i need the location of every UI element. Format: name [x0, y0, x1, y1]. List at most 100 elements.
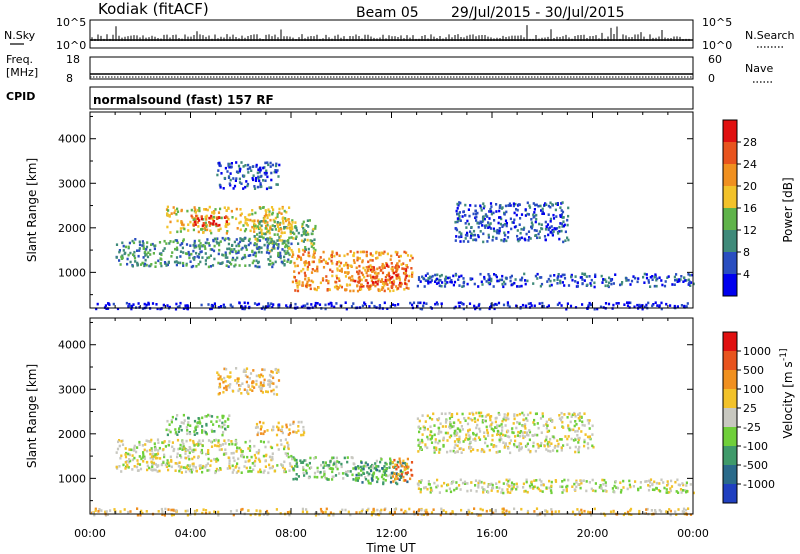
echo-cell: [359, 285, 362, 289]
echo-cell: [314, 227, 317, 230]
echo-cell: [119, 510, 122, 513]
echo-cell: [440, 484, 443, 488]
echo-cell: [405, 264, 408, 267]
echo-cell: [192, 264, 195, 268]
echo-cell: [518, 431, 521, 435]
echo-cell: [188, 451, 191, 455]
echo-cell: [272, 218, 275, 222]
echo-cell: [513, 483, 516, 486]
echo-cell: [262, 454, 265, 458]
echo-cell: [591, 424, 594, 428]
echo-cell: [295, 226, 298, 230]
echo-cell: [198, 252, 201, 256]
echo-cell: [254, 238, 257, 241]
echo-cell: [371, 259, 374, 262]
echo-cell: [636, 280, 639, 284]
echo-cell: [259, 182, 262, 185]
echo-cell: [207, 265, 210, 269]
colorbar-tick-label: -100: [743, 440, 768, 453]
echo-cell: [222, 390, 225, 394]
echo-cell: [343, 456, 346, 460]
echo-cell: [206, 451, 210, 454]
echo-cell: [451, 425, 454, 428]
echo-cell: [338, 279, 341, 282]
echo-cell: [629, 301, 632, 305]
echo-cell: [571, 510, 575, 514]
echo-cell: [396, 251, 399, 254]
echo-cell: [166, 213, 169, 217]
echo-cell: [163, 261, 167, 264]
echo-cell: [404, 278, 407, 282]
echo-cell: [259, 470, 262, 474]
echo-cell: [335, 456, 338, 460]
echo-cell: [395, 477, 398, 480]
echo-cell: [184, 304, 187, 307]
echo-cell: [285, 454, 289, 457]
echo-cell: [145, 253, 148, 256]
echo-cell: [494, 417, 497, 420]
echo-cell: [95, 307, 98, 311]
echo-cell: [274, 367, 277, 371]
echo-cell: [547, 277, 550, 281]
echo-cell: [464, 214, 467, 217]
echo-cell: [511, 431, 514, 434]
echo-cell: [402, 459, 405, 463]
echo-cell: [199, 464, 202, 467]
echo-cell: [227, 265, 230, 268]
echo-cell: [549, 274, 552, 278]
echo-cell: [604, 481, 607, 484]
echo-cell: [630, 513, 633, 516]
echo-cell: [515, 482, 518, 486]
echo-cell: [168, 242, 171, 245]
echo-cell: [222, 303, 225, 307]
echo-cell: [519, 430, 523, 433]
echo-cell: [487, 221, 490, 224]
echo-cell: [538, 478, 541, 482]
echo-cell: [428, 416, 432, 420]
echo-cell: [590, 284, 593, 287]
echo-cell: [205, 432, 208, 436]
echo-cell: [220, 172, 223, 175]
echo-cell: [251, 385, 254, 388]
echo-cell: [210, 216, 213, 220]
echo-cell: [426, 272, 429, 275]
echo-cell: [209, 229, 212, 233]
colorbar-swatch: [723, 120, 737, 142]
echo-cell: [548, 440, 551, 444]
echo-cell: [490, 489, 493, 492]
echo-cell: [426, 414, 429, 418]
echo-cell: [682, 280, 685, 283]
echo-cell: [309, 456, 312, 460]
echo-cell: [241, 450, 244, 453]
echo-cell: [243, 368, 246, 372]
echo-cell: [216, 458, 220, 462]
echo-cell: [283, 239, 286, 243]
echo-cell: [533, 208, 536, 211]
echo-cell: [235, 450, 238, 453]
echo-cell: [498, 486, 501, 490]
echo-cell: [358, 264, 361, 268]
echo-cell: [514, 202, 517, 206]
echo-cell: [210, 420, 213, 423]
echo-cell: [180, 242, 183, 245]
echo-cell: [420, 479, 423, 482]
echo-cell: [453, 432, 456, 435]
echo-cell: [286, 260, 289, 263]
echo-cell: [375, 257, 378, 260]
echo-cell: [530, 483, 533, 486]
echo-cell: [125, 465, 128, 469]
echo-cell: [363, 301, 366, 305]
echo-cell: [207, 242, 210, 245]
echo-cell: [515, 304, 518, 308]
echo-cell: [209, 414, 212, 418]
echo-cell: [232, 177, 235, 180]
echo-cell: [290, 454, 293, 458]
echo-cell: [455, 235, 458, 238]
echo-cell: [261, 232, 264, 236]
echo-cell: [292, 477, 295, 481]
echo-cell: [523, 431, 526, 434]
colorbar-swatch: [723, 389, 737, 408]
echo-cell: [319, 507, 323, 511]
echo-cell: [500, 217, 503, 221]
echo-cell: [242, 256, 245, 260]
